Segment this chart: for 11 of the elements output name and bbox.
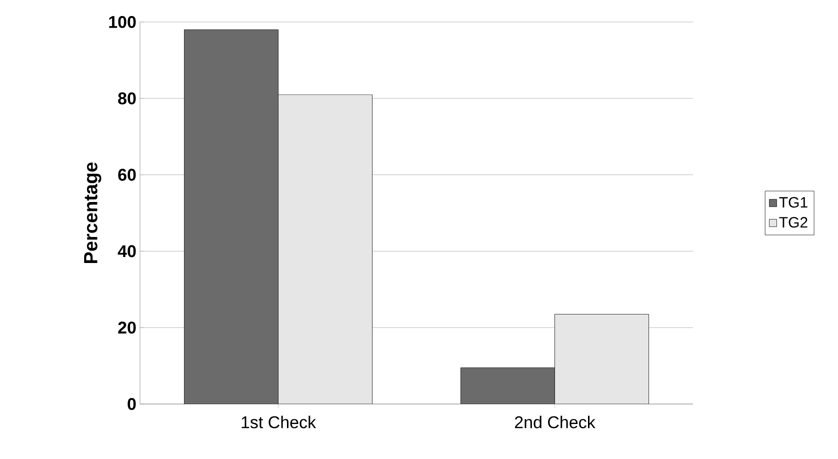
legend-label: TG1 [779,197,808,208]
x-tick-label: 2nd Check [514,416,596,428]
y-tick-label: 60 [118,168,136,181]
y-tick-label: 20 [118,322,136,334]
y-tick-label: 0 [128,398,136,410]
y-tick-label: 80 [118,92,136,104]
y-axis-title: Percentage [84,162,102,263]
x-tick-label: 1st Check [242,416,316,428]
legend-label: TG2 [779,216,808,228]
y-tick-label: 100 [109,16,136,28]
y-tick-label: 40 [118,245,136,258]
